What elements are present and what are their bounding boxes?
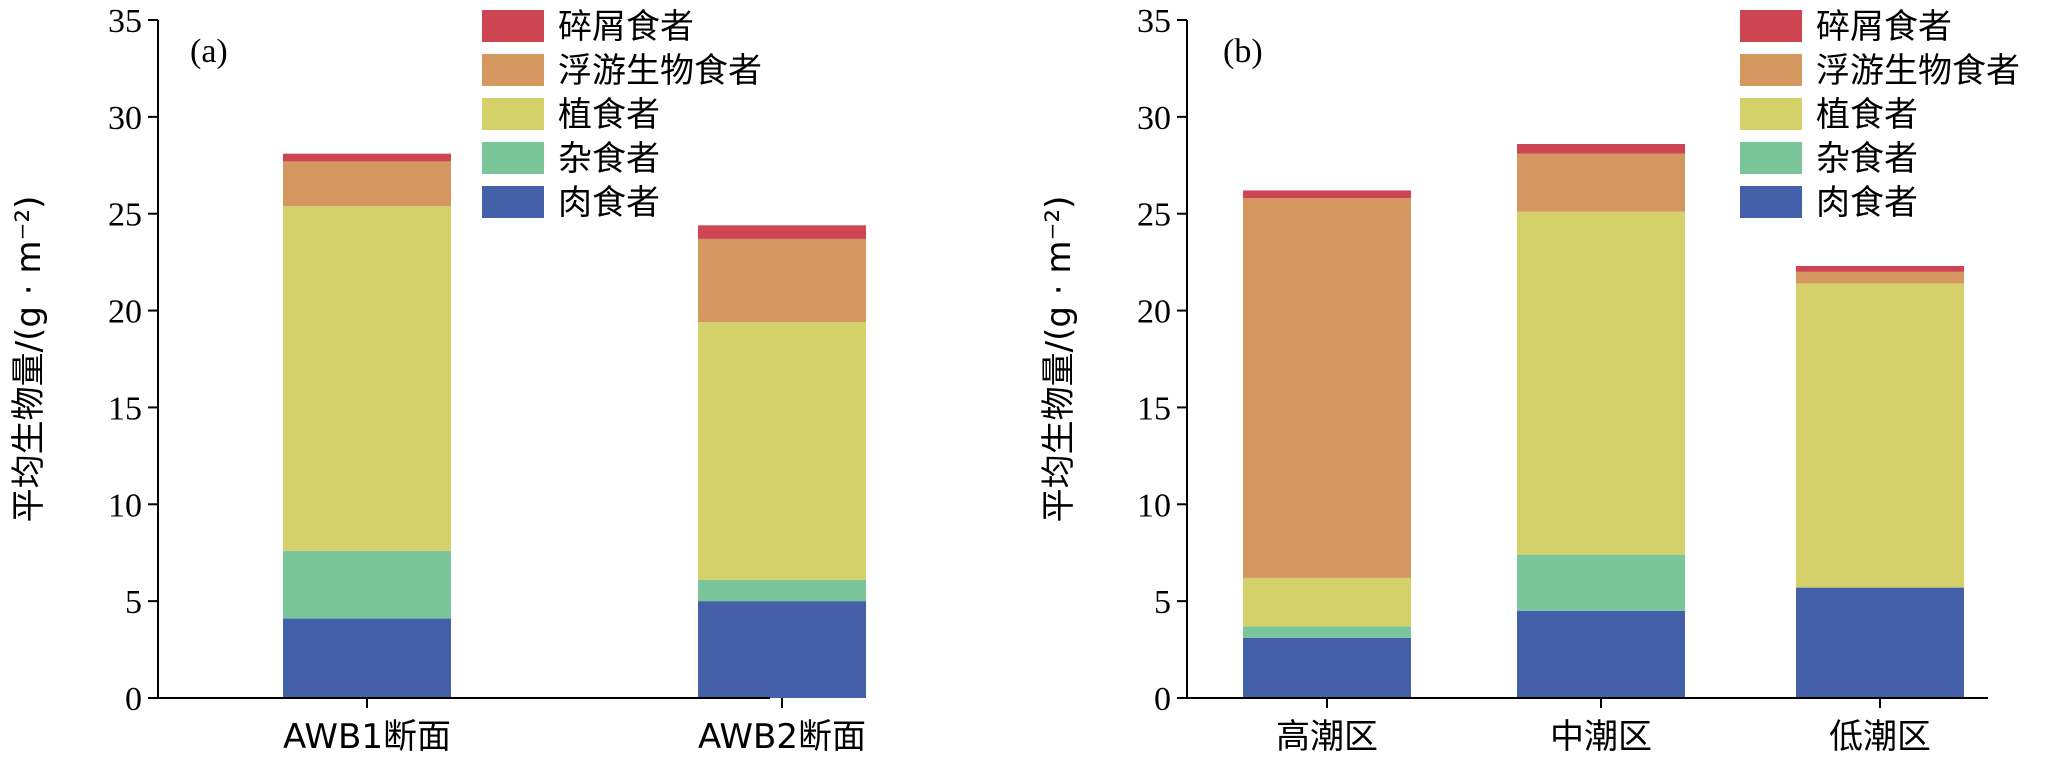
legend-label: 浮游生物食者 bbox=[1816, 51, 2020, 91]
panel-b: 0 5 10 15 20 25 30 35 高潮区 中潮区 低潮区 平均生物量/(g · m⁻²) (b… bbox=[1039, 3, 2020, 757]
legend-label: 碎屑食者 bbox=[1816, 7, 1952, 47]
bar-segment bbox=[1517, 153, 1685, 212]
y-tick-label: 5 bbox=[1154, 584, 1171, 621]
bar-segment bbox=[698, 225, 866, 239]
y-tick-label: 15 bbox=[108, 390, 142, 427]
bar-segment bbox=[283, 161, 451, 206]
legend-item: 肉食者 bbox=[482, 183, 660, 223]
legend-label: 肉食者 bbox=[1816, 183, 1918, 223]
legend-item: 植食者 bbox=[1740, 95, 1918, 135]
legend-swatch bbox=[482, 10, 544, 42]
bar-segment bbox=[1517, 211, 1685, 555]
bar-segment bbox=[1243, 626, 1411, 638]
y-tick-label: 0 bbox=[1154, 681, 1171, 718]
legend-label: 杂食者 bbox=[1816, 139, 1918, 179]
legend-item: 植食者 bbox=[482, 95, 660, 135]
bar-segment bbox=[1243, 190, 1411, 199]
bar-segment bbox=[1243, 198, 1411, 578]
bar-segment bbox=[1517, 610, 1685, 698]
bar-segment bbox=[1243, 637, 1411, 698]
panel-a: 0 5 10 15 20 25 30 35 AWB1断面 AWB2断面 平均生物量/(g · m⁻²… bbox=[9, 3, 866, 757]
bar-segment bbox=[1517, 554, 1685, 611]
legend-item: 杂食者 bbox=[482, 139, 660, 179]
legend-swatch bbox=[1740, 186, 1802, 218]
y-tick-label: 20 bbox=[108, 294, 142, 331]
legend-swatch bbox=[482, 98, 544, 130]
legend-item: 浮游生物食者 bbox=[482, 51, 762, 91]
bar-segment bbox=[1796, 283, 1964, 588]
x-tick-label: 中潮区 bbox=[1550, 717, 1652, 757]
panel-label: (a) bbox=[190, 33, 228, 70]
y-tick-label: 25 bbox=[1137, 197, 1171, 234]
y-tick-label: 15 bbox=[1137, 390, 1171, 427]
legend-item: 碎屑食者 bbox=[482, 7, 694, 47]
legend-item: 杂食者 bbox=[1740, 139, 1918, 179]
bar-segment bbox=[698, 322, 866, 580]
bar-segment bbox=[698, 579, 866, 602]
y-tick-label: 20 bbox=[1137, 294, 1171, 331]
panel-label: (b) bbox=[1223, 33, 1263, 70]
bar-segment bbox=[283, 205, 451, 551]
legend-swatch bbox=[482, 142, 544, 174]
y-tick-label: 30 bbox=[108, 100, 142, 137]
x-tick-label: 高潮区 bbox=[1276, 717, 1378, 757]
bar-segment bbox=[698, 238, 866, 323]
legend-label: 植食者 bbox=[558, 95, 660, 135]
legend-item: 浮游生物食者 bbox=[1740, 51, 2020, 91]
legend-label: 肉食者 bbox=[558, 183, 660, 223]
legend-swatch bbox=[482, 54, 544, 86]
legend-label: 杂食者 bbox=[558, 139, 660, 179]
legend-label: 植食者 bbox=[1816, 95, 1918, 135]
y-tick-label: 35 bbox=[1137, 3, 1171, 40]
legend-label: 碎屑食者 bbox=[558, 7, 694, 47]
legend-swatch bbox=[1740, 98, 1802, 130]
y-tick-label: 30 bbox=[1137, 100, 1171, 137]
legend-label: 浮游生物食者 bbox=[558, 51, 762, 91]
legend-swatch bbox=[1740, 54, 1802, 86]
legend-item: 碎屑食者 bbox=[1740, 7, 1952, 47]
bar-segment bbox=[283, 153, 451, 162]
bar-segment bbox=[1796, 271, 1964, 284]
bar-segment bbox=[1517, 143, 1685, 154]
legend-item: 肉食者 bbox=[1740, 183, 1918, 223]
x-tick-label: AWB2断面 bbox=[698, 717, 866, 757]
legend-swatch bbox=[1740, 142, 1802, 174]
bar-segment bbox=[698, 601, 866, 698]
bar-segment bbox=[283, 550, 451, 619]
y-tick-label: 10 bbox=[1137, 487, 1171, 524]
y-axis-label: 平均生物量/(g · m⁻²) bbox=[1039, 196, 1079, 523]
bar-segment bbox=[1243, 577, 1411, 627]
y-axis-label: 平均生物量/(g · m⁻²) bbox=[9, 196, 49, 523]
legend-swatch bbox=[482, 186, 544, 218]
y-tick-label: 5 bbox=[125, 584, 142, 621]
y-tick-label: 10 bbox=[108, 487, 142, 524]
legend-swatch bbox=[1740, 10, 1802, 42]
x-tick-label: AWB1断面 bbox=[283, 717, 451, 757]
y-tick-label: 25 bbox=[108, 197, 142, 234]
x-tick-label: 低潮区 bbox=[1829, 717, 1931, 757]
bar-segment bbox=[283, 618, 451, 698]
y-tick-label: 35 bbox=[108, 3, 142, 40]
bar-segment bbox=[1796, 266, 1964, 272]
y-tick-label: 0 bbox=[125, 681, 142, 718]
bar-segment bbox=[1796, 587, 1964, 698]
